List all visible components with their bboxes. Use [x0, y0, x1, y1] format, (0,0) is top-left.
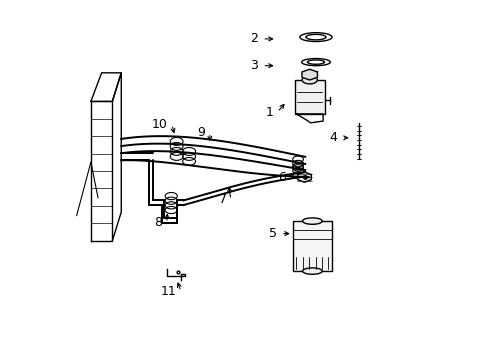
Text: 4: 4: [329, 131, 337, 144]
Text: 5: 5: [268, 227, 276, 240]
Text: 8: 8: [154, 216, 162, 229]
Polygon shape: [297, 172, 311, 182]
Text: 3: 3: [250, 59, 258, 72]
Ellipse shape: [302, 268, 322, 274]
Polygon shape: [292, 221, 331, 271]
Text: 10: 10: [151, 118, 167, 131]
Text: 6: 6: [277, 171, 285, 184]
Text: 11: 11: [161, 285, 176, 298]
Polygon shape: [294, 80, 324, 114]
Text: 7: 7: [218, 193, 226, 206]
Text: 1: 1: [264, 105, 272, 119]
Text: 9: 9: [197, 126, 205, 139]
Polygon shape: [302, 69, 317, 80]
Text: 2: 2: [250, 32, 258, 45]
Ellipse shape: [302, 218, 322, 224]
Ellipse shape: [302, 76, 317, 84]
